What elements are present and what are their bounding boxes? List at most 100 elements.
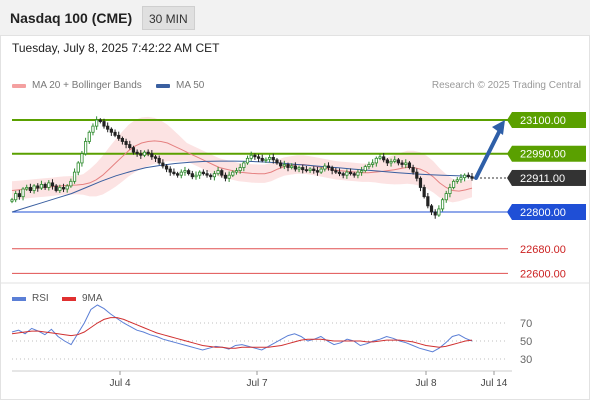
candle-body (315, 170, 320, 173)
candle-body (404, 162, 408, 165)
candle-body (91, 125, 95, 133)
candle-body (264, 158, 268, 161)
candle-body (223, 174, 228, 179)
candle-body (58, 187, 62, 191)
candle-body (348, 171, 353, 175)
candle-body (87, 131, 91, 142)
candle-body (209, 174, 213, 178)
candle-body (341, 173, 345, 176)
rsi-level-label-30: 30 (520, 354, 532, 366)
candle-body (69, 180, 73, 187)
candle-body (146, 151, 150, 155)
level-label-22600.00: 22600.00 (520, 268, 566, 280)
level-box-22990.00 (512, 145, 586, 162)
legend-item-bollinger: MA 20 + Bollinger Bands (12, 80, 142, 91)
candle-body (249, 154, 253, 159)
candle-body (304, 169, 309, 172)
forecast-arrow-head (492, 120, 505, 135)
rsi-panel: 70 50 30 (11, 304, 532, 366)
candle-body (371, 162, 375, 165)
candle-body (290, 165, 294, 168)
candle-body (352, 173, 356, 176)
candle-body (418, 177, 423, 188)
candle-body (39, 183, 44, 189)
candle-body (131, 147, 136, 153)
candle-body (275, 159, 279, 164)
candle-body (201, 171, 205, 175)
candle-body (448, 187, 452, 194)
candle-body (444, 193, 448, 201)
candle-body (271, 157, 275, 161)
candle-body (10, 199, 14, 202)
candle-body (400, 162, 404, 165)
x-tick-label: Jul 8 (415, 378, 437, 389)
rsi-ma-line (11, 317, 473, 349)
legend-item-9ma: 9MA (62, 293, 103, 304)
candle-body (72, 171, 77, 182)
candle-body (95, 119, 99, 127)
level-label-22680.00: 22680.00 (520, 244, 566, 256)
candle-body (128, 144, 132, 149)
candle-body (393, 159, 397, 162)
x-tick-label: Jul 14 (481, 378, 508, 389)
candle-body (301, 167, 305, 171)
candle-body (429, 205, 434, 213)
candle-body (113, 131, 117, 136)
level-label-23100.00: 23100.00 (520, 115, 566, 127)
candle-body (179, 171, 183, 176)
ma20-line (11, 140, 473, 192)
candle-body (297, 167, 301, 170)
candle-body (345, 171, 349, 176)
candle-body (312, 168, 316, 171)
candle-body (293, 165, 297, 170)
rsi-level-label-70: 70 (520, 318, 532, 330)
candle-body (308, 168, 312, 171)
copyright-text: Research © 2025 Trading Central (431, 80, 581, 91)
candle-body (50, 182, 55, 187)
candle-body (330, 167, 334, 172)
candle-body (426, 196, 430, 207)
candle-body (61, 187, 66, 190)
candle-body (120, 137, 124, 142)
candle-body (220, 170, 224, 176)
candle-body (337, 171, 342, 175)
x-tick-label: Jul 4 (109, 378, 131, 389)
candle-body (231, 171, 235, 176)
interval-button[interactable]: 30 MIN (142, 6, 195, 30)
candle-body (198, 171, 202, 176)
candle-body (367, 164, 371, 168)
candle-body (150, 153, 154, 158)
candle-body (459, 177, 463, 181)
candle-body (25, 187, 29, 190)
candle-body (117, 134, 121, 139)
candle-body (279, 162, 283, 167)
candle-body (161, 162, 165, 167)
candle-body (36, 185, 40, 189)
candle-body (396, 159, 401, 164)
candle-body (175, 173, 180, 176)
level-pointer-23100.00 (507, 112, 512, 128)
bollinger-swatch-icon (12, 83, 26, 88)
candle-body (382, 156, 386, 161)
forecast-arrow-shaft (474, 126, 503, 180)
candle-body (238, 167, 242, 172)
legend-item-ma50: MA 50 (156, 80, 204, 91)
candle-body (363, 166, 367, 171)
candle-body (385, 159, 389, 164)
candle-body (242, 162, 246, 168)
legend-rsi-label: RSI (32, 293, 49, 304)
rsi-level-label-50: 50 (520, 336, 532, 348)
candle-body (378, 156, 382, 159)
candle-body (267, 157, 272, 160)
candle-body (139, 153, 143, 156)
legend-ma50-label: MA 50 (176, 80, 205, 91)
candle-body (234, 170, 239, 173)
candle-body (212, 173, 216, 178)
candle-body (157, 157, 161, 164)
rsi-swatch-icon (12, 296, 26, 301)
candle-body (168, 168, 172, 173)
level-label-22911.00: 22911.00 (520, 173, 565, 185)
x-tick-label: Jul 7 (246, 378, 268, 389)
candle-body (319, 168, 323, 173)
